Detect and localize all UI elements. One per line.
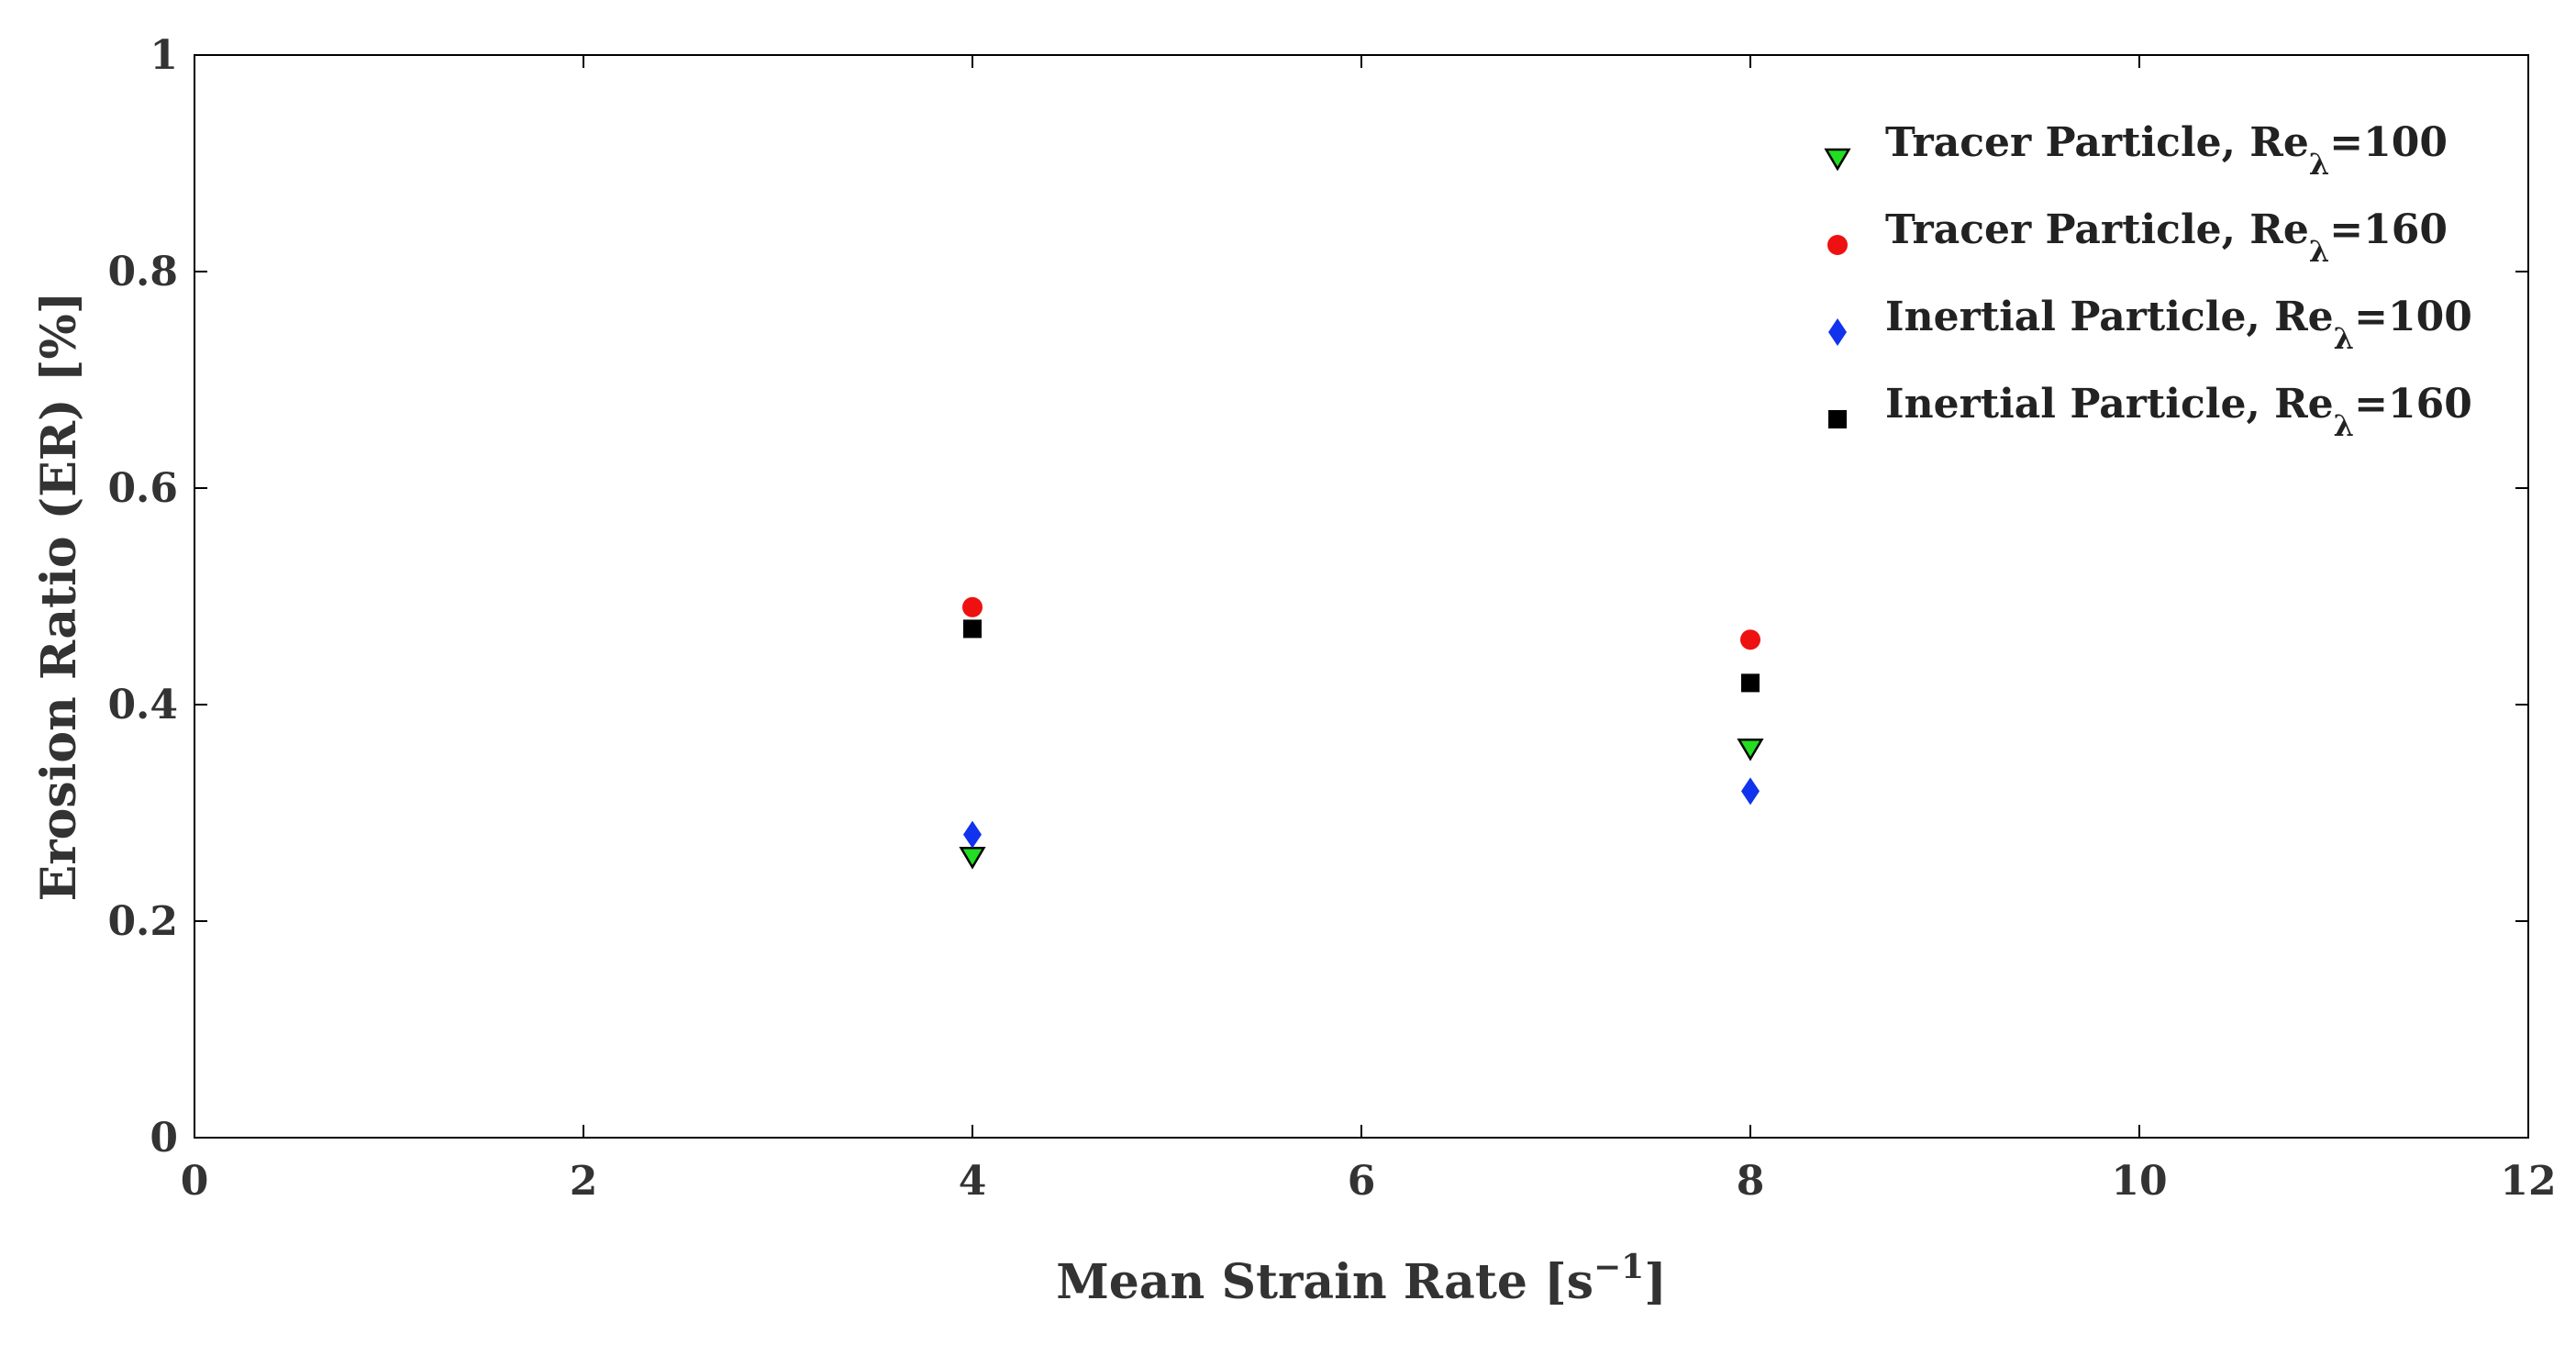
data-point-square [1741, 673, 1760, 693]
y-tick-label: 0.4 [107, 682, 178, 728]
y-tick-label: 0.2 [107, 898, 178, 945]
data-point-triangle-down [1737, 738, 1764, 761]
x-tick-label: 12 [2500, 1158, 2556, 1205]
data-points [959, 596, 1764, 870]
x-tick-label: 4 [959, 1158, 987, 1205]
y-tick-label: 1 [150, 32, 178, 79]
data-point-diamond [1741, 777, 1760, 806]
x-tick-label: 8 [1737, 1158, 1765, 1205]
y-tick-label: 0.6 [107, 465, 178, 512]
y-axis-label: Erosion Ratio (ER) [%] [31, 292, 87, 902]
legend-marker-square [1828, 410, 1847, 428]
x-tick-label: 10 [2111, 1158, 2167, 1205]
axis-ticks [194, 54, 2529, 1139]
x-tick-labels: 0 2 4 6 8 10 12 [181, 1158, 2557, 1205]
data-point-triangle-down [959, 846, 986, 870]
data-point-circle [962, 596, 983, 617]
legend-marker-circle [1827, 235, 1848, 255]
legend-marker-triangle-down [1824, 148, 1851, 172]
data-point-square [963, 619, 982, 639]
legend-entry-label: Inertial Particle, Reλ=100 [1885, 294, 2472, 356]
legend-marker-diamond [1828, 318, 1847, 346]
legend: Tracer Particle, Reλ=100 Tracer Particle,… [1824, 119, 2472, 443]
legend-entry-label: Inertial Particle, Reλ=160 [1885, 381, 2472, 443]
y-tick-labels: 0 0.2 0.4 0.6 0.8 1 [107, 32, 178, 1162]
legend-entry-label: Tracer Particle, Reλ=160 [1885, 206, 2448, 269]
legend-entry-label: Tracer Particle, Reλ=100 [1885, 119, 2448, 182]
x-tick-label: 0 [181, 1158, 209, 1205]
x-tick-label: 2 [570, 1158, 598, 1205]
y-tick-label: 0.8 [107, 249, 178, 295]
x-axis-label: Mean Strain Rate [s−1] [1056, 1248, 1667, 1310]
y-tick-label: 0 [150, 1115, 178, 1162]
data-point-circle [1740, 629, 1760, 650]
x-tick-label: 6 [1348, 1158, 1376, 1205]
data-point-diamond [963, 820, 982, 849]
